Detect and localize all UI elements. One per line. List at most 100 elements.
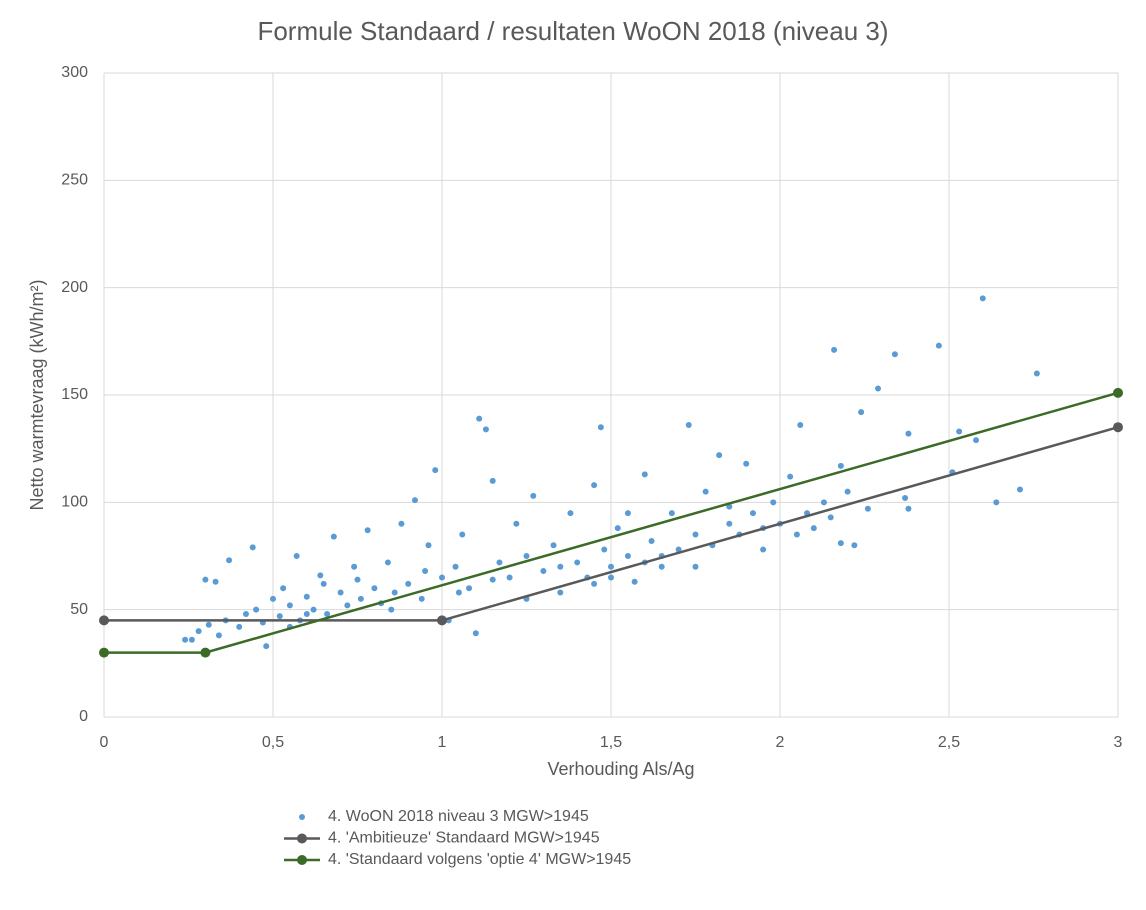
data-point <box>405 580 412 587</box>
data-point <box>276 613 283 620</box>
data-point <box>303 610 310 617</box>
data-point <box>1016 486 1023 493</box>
data-point <box>597 424 604 431</box>
data-point <box>337 589 344 596</box>
legend-swatch <box>297 833 307 844</box>
x-tick-label: 2,5 <box>938 734 960 751</box>
data-point <box>624 510 631 517</box>
legend-label: 4. WoON 2018 niveau 3 MGW>1945 <box>328 808 589 825</box>
data-point <box>668 510 675 517</box>
data-point <box>905 505 912 512</box>
data-point <box>716 452 723 459</box>
data-point <box>489 576 496 583</box>
data-point <box>641 471 648 478</box>
data-point <box>280 585 287 592</box>
data-point <box>188 636 195 643</box>
data-point <box>891 351 898 358</box>
data-point <box>324 610 331 617</box>
data-point <box>820 499 827 506</box>
legend-swatch <box>299 814 305 820</box>
data-point <box>476 415 483 422</box>
data-point <box>827 514 834 521</box>
data-point <box>574 559 581 566</box>
data-point <box>212 578 219 585</box>
data-point <box>557 589 564 596</box>
data-point <box>344 602 351 609</box>
data-point <box>330 533 337 540</box>
y-tick-label: 250 <box>61 172 88 189</box>
data-point <box>831 346 838 353</box>
data-point <box>351 563 358 570</box>
data-point <box>425 542 432 549</box>
data-point <box>530 492 537 499</box>
y-axis-label: Netto warmtevraag (kWh/m²) <box>27 279 47 510</box>
data-point <box>215 632 222 639</box>
data-point <box>935 342 942 349</box>
data-point <box>242 610 249 617</box>
data-point <box>692 563 699 570</box>
data-point <box>557 563 564 570</box>
data-point <box>567 510 574 517</box>
data-point <box>99 615 109 626</box>
data-point <box>591 482 598 489</box>
data-point <box>182 636 189 643</box>
data-point <box>99 647 109 658</box>
data-point <box>864 505 871 512</box>
data-point <box>743 460 750 467</box>
data-point <box>459 531 466 538</box>
data-point <box>608 574 614 581</box>
y-tick-label: 50 <box>70 601 88 618</box>
x-tick-label: 1 <box>438 734 447 751</box>
data-point <box>200 647 211 658</box>
data-point <box>226 557 233 564</box>
data-point <box>391 589 398 596</box>
data-point <box>195 628 202 635</box>
x-tick-label: 1,5 <box>600 734 622 751</box>
data-point <box>437 615 447 626</box>
data-point <box>1113 387 1123 398</box>
data-point <box>482 426 489 433</box>
data-point <box>317 572 324 579</box>
data-point <box>513 520 520 527</box>
data-point <box>550 542 557 549</box>
data-point <box>726 520 733 527</box>
x-tick-label: 0,5 <box>262 734 284 751</box>
data-point <box>648 537 655 544</box>
data-point <box>993 499 1000 506</box>
y-tick-label: 200 <box>61 279 88 296</box>
data-point <box>303 593 310 600</box>
data-point <box>837 462 844 469</box>
x-tick-label: 3 <box>1114 734 1123 751</box>
legend-label: 4. 'Ambitieuze' Standaard MGW>1945 <box>328 830 600 847</box>
data-point <box>253 606 260 613</box>
data-point <box>236 623 243 630</box>
data-point <box>202 576 209 583</box>
data-point <box>263 643 270 650</box>
x-tick-label: 0 <box>100 734 109 751</box>
data-point <box>614 525 621 532</box>
data-point <box>249 544 256 551</box>
data-point <box>293 553 300 559</box>
data-point <box>418 595 425 602</box>
data-point <box>422 568 429 575</box>
data-point <box>357 595 364 602</box>
data-point <box>902 495 909 502</box>
data-point <box>793 531 800 538</box>
data-point <box>905 430 912 437</box>
data-point <box>466 585 473 592</box>
data-point <box>472 630 479 637</box>
data-point <box>979 295 986 302</box>
data-point <box>624 553 631 559</box>
data-point <box>956 428 963 435</box>
data-point <box>205 621 212 628</box>
data-point <box>591 580 598 587</box>
data-point <box>432 467 439 474</box>
data-point <box>760 546 767 553</box>
data-point <box>1113 422 1123 433</box>
data-point <box>439 574 445 581</box>
data-point <box>702 488 709 495</box>
data-point <box>858 409 865 416</box>
data-point <box>631 578 638 585</box>
